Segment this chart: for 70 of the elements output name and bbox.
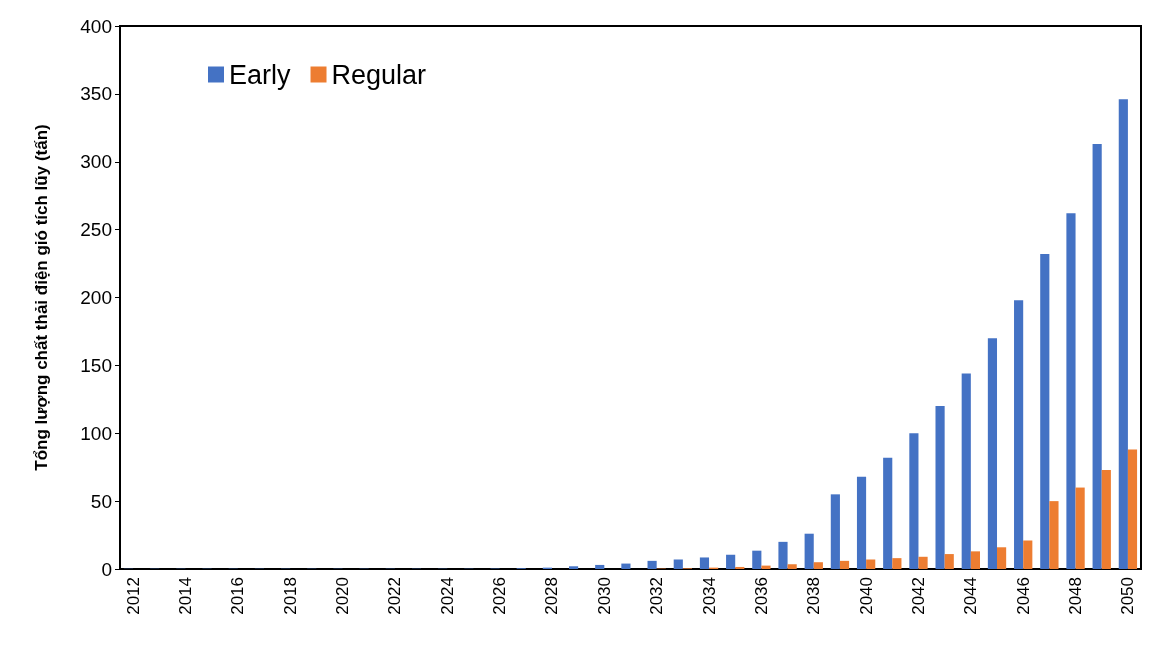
- x-tick-label: 2050: [1118, 577, 1138, 615]
- x-tick-label: 2046: [1013, 577, 1033, 615]
- bar: [813, 562, 823, 569]
- bar: [892, 558, 902, 569]
- bar: [935, 406, 945, 569]
- bar: [1118, 99, 1128, 569]
- bar: [856, 476, 867, 569]
- bar: [918, 556, 928, 569]
- bar: [944, 554, 954, 569]
- bar: [752, 550, 762, 569]
- legend-label: Regular: [331, 59, 427, 90]
- bar: [726, 554, 736, 569]
- bar: [866, 559, 876, 569]
- x-tick-label: 2030: [594, 577, 614, 615]
- bar: [568, 566, 579, 569]
- bar: [1040, 254, 1050, 569]
- bar: [1092, 144, 1102, 569]
- bar: [647, 560, 657, 569]
- x-tick-label: 2038: [804, 577, 824, 615]
- x-tick-label: 2032: [647, 577, 667, 615]
- bar: [1023, 540, 1033, 569]
- bar: [787, 564, 797, 569]
- x-tick-label: 2034: [699, 577, 719, 615]
- y-tick-label: 50: [90, 490, 112, 512]
- y-axis-title: Tổng lượng chất thải điện gió tích lũy (tấn): [32, 124, 51, 471]
- bar: [1127, 449, 1138, 569]
- x-tick-label: 2026: [490, 577, 510, 615]
- bar: [1075, 487, 1085, 569]
- bar: [883, 457, 893, 569]
- bar: [970, 551, 980, 569]
- bar: [735, 566, 745, 569]
- x-tick-label: 2048: [1066, 577, 1086, 615]
- bar: [621, 563, 631, 569]
- bar: [1066, 213, 1076, 569]
- x-tick-label: 2022: [385, 577, 405, 615]
- bar: [839, 560, 850, 569]
- bar: [595, 564, 605, 569]
- bar: [830, 494, 840, 569]
- bar: [761, 565, 771, 569]
- x-tick-label: 2044: [961, 577, 981, 615]
- x-tick-label: 2012: [123, 577, 143, 615]
- y-tick-label: 0: [101, 558, 112, 580]
- x-tick-label: 2016: [228, 577, 248, 615]
- y-tick-label: 400: [80, 15, 112, 37]
- bar: [987, 338, 998, 569]
- bar: [778, 541, 788, 569]
- bar: [909, 433, 919, 569]
- y-tick-label: 350: [80, 83, 112, 105]
- bar: [1101, 469, 1111, 569]
- y-tick-label: 200: [80, 287, 112, 308]
- x-tick-label: 2042: [908, 577, 928, 615]
- y-tick-label: 250: [80, 219, 112, 241]
- bar: [1049, 501, 1059, 569]
- bar: [673, 559, 683, 569]
- x-tick-label: 2024: [437, 577, 457, 615]
- x-tick-label: 2040: [856, 577, 876, 615]
- bar: [961, 373, 971, 569]
- bar: [997, 547, 1007, 569]
- bar: [699, 557, 710, 569]
- x-tick-label: 2018: [280, 577, 300, 615]
- x-tick-label: 2028: [542, 577, 562, 615]
- x-tick-label: 2014: [175, 577, 195, 615]
- x-tick-label: 2036: [751, 577, 771, 615]
- y-tick-label: 150: [80, 354, 112, 376]
- y-tick-label: 100: [80, 422, 112, 444]
- legend-label: Early: [229, 59, 292, 90]
- y-tick-label: 300: [80, 151, 112, 173]
- x-tick-label: 2020: [333, 577, 353, 615]
- bar: [1014, 300, 1024, 569]
- bar: [804, 533, 814, 569]
